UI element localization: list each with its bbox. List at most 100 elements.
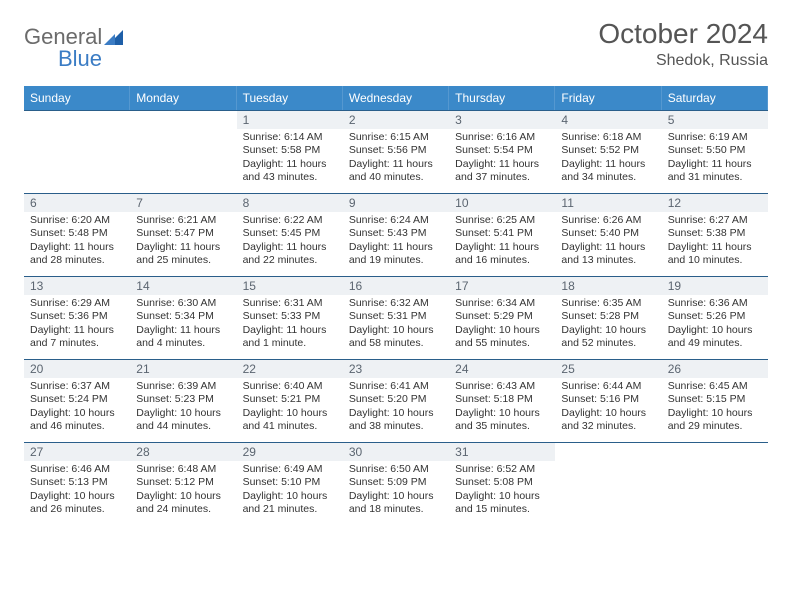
day-body: Sunrise: 6:39 AMSunset: 5:23 PMDaylight:… <box>130 378 236 438</box>
day-body: Sunrise: 6:26 AMSunset: 5:40 PMDaylight:… <box>555 212 661 272</box>
day-body: Sunrise: 6:15 AMSunset: 5:56 PMDaylight:… <box>343 129 449 189</box>
page-subtitle: Shedok, Russia <box>598 52 768 70</box>
day-number: 22 <box>237 360 343 378</box>
day-number: 29 <box>237 443 343 461</box>
day-body: Sunrise: 6:36 AMSunset: 5:26 PMDaylight:… <box>662 295 768 355</box>
calendar-cell: . <box>662 442 768 525</box>
day-number: 17 <box>449 277 555 295</box>
calendar-cell: 13Sunrise: 6:29 AMSunset: 5:36 PMDayligh… <box>24 276 130 359</box>
calendar-cell: 20Sunrise: 6:37 AMSunset: 5:24 PMDayligh… <box>24 359 130 442</box>
day-body: Sunrise: 6:44 AMSunset: 5:16 PMDaylight:… <box>555 378 661 438</box>
day-body: Sunrise: 6:25 AMSunset: 5:41 PMDaylight:… <box>449 212 555 272</box>
calendar-cell: . <box>130 110 236 193</box>
calendar-cell: 14Sunrise: 6:30 AMSunset: 5:34 PMDayligh… <box>130 276 236 359</box>
day-body: Sunrise: 6:35 AMSunset: 5:28 PMDaylight:… <box>555 295 661 355</box>
calendar-cell: 23Sunrise: 6:41 AMSunset: 5:20 PMDayligh… <box>343 359 449 442</box>
calendar-cell: 18Sunrise: 6:35 AMSunset: 5:28 PMDayligh… <box>555 276 661 359</box>
day-number: 13 <box>24 277 130 295</box>
day-body: Sunrise: 6:46 AMSunset: 5:13 PMDaylight:… <box>24 461 130 521</box>
day-body: Sunrise: 6:24 AMSunset: 5:43 PMDaylight:… <box>343 212 449 272</box>
day-header: Friday <box>555 86 661 110</box>
day-body: Sunrise: 6:45 AMSunset: 5:15 PMDaylight:… <box>662 378 768 438</box>
day-number: 11 <box>555 194 661 212</box>
day-number: 7 <box>130 194 236 212</box>
day-body: Sunrise: 6:27 AMSunset: 5:38 PMDaylight:… <box>662 212 768 272</box>
calendar-cell: . <box>555 442 661 525</box>
day-number: 19 <box>662 277 768 295</box>
calendar-cell: 16Sunrise: 6:32 AMSunset: 5:31 PMDayligh… <box>343 276 449 359</box>
day-body: Sunrise: 6:29 AMSunset: 5:36 PMDaylight:… <box>24 295 130 355</box>
day-number: 9 <box>343 194 449 212</box>
day-body: Sunrise: 6:48 AMSunset: 5:12 PMDaylight:… <box>130 461 236 521</box>
calendar-cell: 28Sunrise: 6:48 AMSunset: 5:12 PMDayligh… <box>130 442 236 525</box>
day-body: Sunrise: 6:30 AMSunset: 5:34 PMDaylight:… <box>130 295 236 355</box>
calendar-cell: 15Sunrise: 6:31 AMSunset: 5:33 PMDayligh… <box>237 276 343 359</box>
day-body: Sunrise: 6:21 AMSunset: 5:47 PMDaylight:… <box>130 212 236 272</box>
day-header: Saturday <box>662 86 768 110</box>
calendar-cell: 31Sunrise: 6:52 AMSunset: 5:08 PMDayligh… <box>449 442 555 525</box>
day-number: 16 <box>343 277 449 295</box>
day-header: Thursday <box>449 86 555 110</box>
day-number: 20 <box>24 360 130 378</box>
calendar-cell: 12Sunrise: 6:27 AMSunset: 5:38 PMDayligh… <box>662 193 768 276</box>
header: GeneralBlue October 2024 Shedok, Russia <box>24 18 768 72</box>
calendar-cell: 10Sunrise: 6:25 AMSunset: 5:41 PMDayligh… <box>449 193 555 276</box>
day-body: Sunrise: 6:41 AMSunset: 5:20 PMDaylight:… <box>343 378 449 438</box>
day-body: Sunrise: 6:19 AMSunset: 5:50 PMDaylight:… <box>662 129 768 189</box>
calendar-cell: 6Sunrise: 6:20 AMSunset: 5:48 PMDaylight… <box>24 193 130 276</box>
calendar-cell: 17Sunrise: 6:34 AMSunset: 5:29 PMDayligh… <box>449 276 555 359</box>
calendar-cell: 3Sunrise: 6:16 AMSunset: 5:54 PMDaylight… <box>449 110 555 193</box>
day-number: 15 <box>237 277 343 295</box>
day-body: Sunrise: 6:43 AMSunset: 5:18 PMDaylight:… <box>449 378 555 438</box>
day-number: 12 <box>662 194 768 212</box>
day-number: 31 <box>449 443 555 461</box>
day-body: Sunrise: 6:20 AMSunset: 5:48 PMDaylight:… <box>24 212 130 272</box>
day-number: 24 <box>449 360 555 378</box>
calendar-cell: 9Sunrise: 6:24 AMSunset: 5:43 PMDaylight… <box>343 193 449 276</box>
page-title: October 2024 <box>598 18 768 50</box>
calendar-cell: 4Sunrise: 6:18 AMSunset: 5:52 PMDaylight… <box>555 110 661 193</box>
day-number: 2 <box>343 111 449 129</box>
logo-icon <box>104 29 124 45</box>
day-number: 28 <box>130 443 236 461</box>
logo: GeneralBlue <box>24 18 125 72</box>
day-header: Sunday <box>24 86 130 110</box>
calendar-cell: 30Sunrise: 6:50 AMSunset: 5:09 PMDayligh… <box>343 442 449 525</box>
day-body: Sunrise: 6:32 AMSunset: 5:31 PMDaylight:… <box>343 295 449 355</box>
day-body: Sunrise: 6:18 AMSunset: 5:52 PMDaylight:… <box>555 129 661 189</box>
calendar-cell: 26Sunrise: 6:45 AMSunset: 5:15 PMDayligh… <box>662 359 768 442</box>
day-body: Sunrise: 6:16 AMSunset: 5:54 PMDaylight:… <box>449 129 555 189</box>
day-header: Tuesday <box>237 86 343 110</box>
logo-text-2: Blue <box>24 46 125 72</box>
calendar-cell: 2Sunrise: 6:15 AMSunset: 5:56 PMDaylight… <box>343 110 449 193</box>
calendar-cell: 27Sunrise: 6:46 AMSunset: 5:13 PMDayligh… <box>24 442 130 525</box>
calendar-cell: 5Sunrise: 6:19 AMSunset: 5:50 PMDaylight… <box>662 110 768 193</box>
calendar-cell: 29Sunrise: 6:49 AMSunset: 5:10 PMDayligh… <box>237 442 343 525</box>
day-number: 8 <box>237 194 343 212</box>
day-number: 1 <box>237 111 343 129</box>
calendar-cell: 21Sunrise: 6:39 AMSunset: 5:23 PMDayligh… <box>130 359 236 442</box>
calendar-cell: 7Sunrise: 6:21 AMSunset: 5:47 PMDaylight… <box>130 193 236 276</box>
day-number: 21 <box>130 360 236 378</box>
day-body: Sunrise: 6:40 AMSunset: 5:21 PMDaylight:… <box>237 378 343 438</box>
day-body: Sunrise: 6:34 AMSunset: 5:29 PMDaylight:… <box>449 295 555 355</box>
calendar-grid: SundayMondayTuesdayWednesdayThursdayFrid… <box>24 86 768 525</box>
day-body: Sunrise: 6:49 AMSunset: 5:10 PMDaylight:… <box>237 461 343 521</box>
calendar-cell: 8Sunrise: 6:22 AMSunset: 5:45 PMDaylight… <box>237 193 343 276</box>
day-number: 27 <box>24 443 130 461</box>
day-number: 23 <box>343 360 449 378</box>
day-number: 25 <box>555 360 661 378</box>
day-number: 3 <box>449 111 555 129</box>
day-number: 14 <box>130 277 236 295</box>
day-number: 5 <box>662 111 768 129</box>
calendar-cell: 19Sunrise: 6:36 AMSunset: 5:26 PMDayligh… <box>662 276 768 359</box>
day-number: 6 <box>24 194 130 212</box>
calendar-cell: 24Sunrise: 6:43 AMSunset: 5:18 PMDayligh… <box>449 359 555 442</box>
day-number: 4 <box>555 111 661 129</box>
day-body: Sunrise: 6:22 AMSunset: 5:45 PMDaylight:… <box>237 212 343 272</box>
day-body: Sunrise: 6:37 AMSunset: 5:24 PMDaylight:… <box>24 378 130 438</box>
day-body: Sunrise: 6:31 AMSunset: 5:33 PMDaylight:… <box>237 295 343 355</box>
day-number: 30 <box>343 443 449 461</box>
calendar-cell: . <box>24 110 130 193</box>
day-header: Wednesday <box>343 86 449 110</box>
